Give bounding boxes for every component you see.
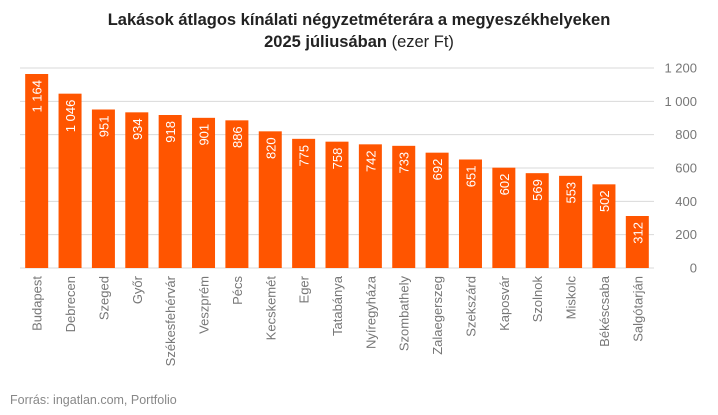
chart-title-date: 2025 júliusában xyxy=(264,33,387,51)
y-tick-label: 400 xyxy=(675,194,697,209)
bar-value-label: 602 xyxy=(497,174,512,196)
bar-value-label: 651 xyxy=(463,166,478,188)
y-tick-label: 800 xyxy=(675,127,697,142)
chart-title: Lakások átlagos kínálati négyzetméterára… xyxy=(0,9,718,53)
bar-value-label: 820 xyxy=(263,137,278,159)
bar-value-label: 1 164 xyxy=(30,80,45,113)
x-tick-label: Zalaegerszeg xyxy=(430,276,445,355)
bar-value-label: 918 xyxy=(163,121,178,143)
x-tick-label: Miskolc xyxy=(564,276,579,320)
source-note: Forrás: ingatlan.com, Portfolio xyxy=(10,393,177,407)
bar xyxy=(25,74,49,268)
bar-value-label: 1 046 xyxy=(63,100,78,133)
bar xyxy=(492,167,516,268)
x-tick-label: Budapest xyxy=(30,276,45,331)
bar-value-label: 901 xyxy=(197,124,212,146)
chart-title-unit: (ezer Ft) xyxy=(386,33,454,51)
bar xyxy=(192,117,216,268)
bar-value-label: 742 xyxy=(363,150,378,172)
bar-value-label: 951 xyxy=(96,116,111,138)
y-tick-label: 600 xyxy=(675,161,697,176)
x-tick-label: Debrecen xyxy=(63,276,78,332)
bar-value-label: 692 xyxy=(430,159,445,181)
x-tick-label: Pécs xyxy=(230,276,245,305)
y-tick-label: 0 xyxy=(690,261,697,276)
x-tick-label: Kecskemét xyxy=(263,276,278,341)
x-tick-label: Békéscsaba xyxy=(597,275,612,347)
y-tick-label: 200 xyxy=(675,227,697,242)
bar-value-label: 502 xyxy=(597,190,612,212)
bar xyxy=(559,175,583,268)
x-tick-label: Szeged xyxy=(96,276,111,320)
bar-value-label: 569 xyxy=(530,179,545,201)
x-tick-label: Salgótarján xyxy=(630,276,645,342)
bar xyxy=(458,159,482,268)
chart-title-line2: 2025 júliusában (ezer Ft) xyxy=(0,31,718,53)
x-tick-label: Győr xyxy=(130,275,145,304)
bar xyxy=(292,138,316,268)
y-tick-label: 1 200 xyxy=(664,61,697,76)
bar xyxy=(425,152,449,268)
bar-value-label: 733 xyxy=(397,152,412,174)
x-tick-label: Szombathely xyxy=(397,276,412,352)
x-tick-label: Nyíregyháza xyxy=(363,275,378,349)
bar xyxy=(258,131,282,268)
y-tick-label: 1 000 xyxy=(664,94,697,109)
x-tick-label: Székesfehérvár xyxy=(163,275,178,366)
bar xyxy=(625,216,649,268)
x-tick-label: Szekszárd xyxy=(463,276,478,337)
bar xyxy=(525,173,549,268)
bar xyxy=(58,93,82,269)
bar-value-label: 312 xyxy=(630,222,645,244)
x-tick-label: Veszprém xyxy=(197,276,212,334)
bar xyxy=(392,145,416,268)
x-tick-label: Kaposvár xyxy=(497,275,512,331)
bar xyxy=(358,144,382,268)
bar xyxy=(592,184,616,268)
chart-title-line1: Lakások átlagos kínálati négyzetméterára… xyxy=(107,11,611,29)
bar-value-label: 886 xyxy=(230,126,245,148)
bar xyxy=(325,141,349,268)
bar-value-label: 775 xyxy=(297,145,312,167)
x-tick-label: Tatabánya xyxy=(330,275,345,336)
x-tick-label: Szolnok xyxy=(530,276,545,323)
bar-value-label: 758 xyxy=(330,148,345,170)
bar-value-label: 934 xyxy=(130,118,145,140)
bar xyxy=(225,120,249,268)
bar-chart: 0 200 400 600 800 1 000 1 200 1 164 Budapest 1 04… xyxy=(20,61,697,366)
bar xyxy=(125,112,149,268)
bar-value-label: 553 xyxy=(564,182,579,204)
x-tick-label: Eger xyxy=(297,275,312,303)
bar xyxy=(91,109,115,268)
bar xyxy=(158,115,182,268)
